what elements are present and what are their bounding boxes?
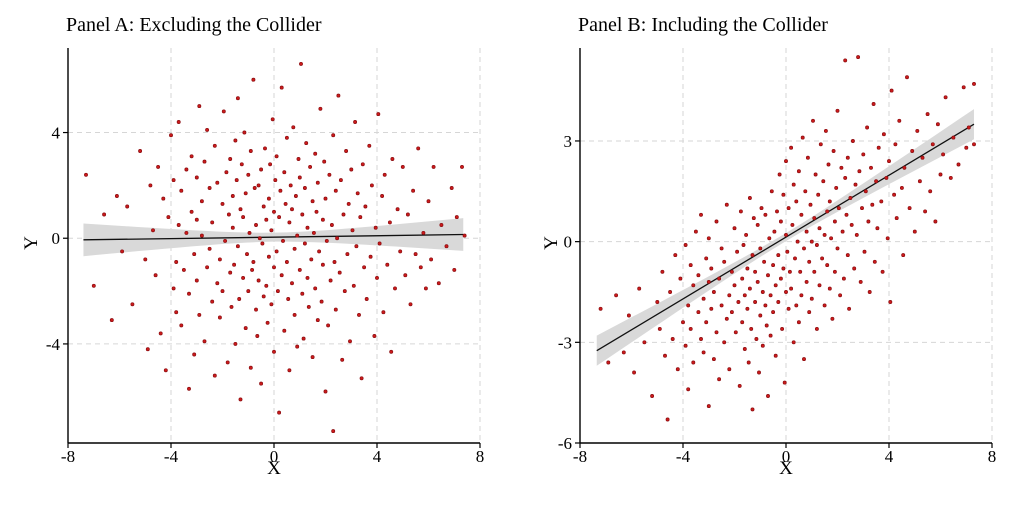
panel-b-x-axis-label: X — [779, 458, 793, 479]
panel-a-x-axis-label: X — [267, 458, 281, 479]
x-tick-label: -8 — [573, 447, 587, 466]
y-tick-label: 0 — [52, 229, 61, 248]
panel-a-y-axis-label: Y — [21, 236, 42, 250]
x-tick-label: 8 — [988, 447, 997, 466]
y-tick-label: -6 — [558, 434, 572, 453]
y-tick-label: 0 — [564, 233, 573, 252]
x-tick-label: 8 — [476, 447, 485, 466]
panel-b-title: Panel B: Including the Collider — [578, 14, 828, 36]
y-axis-ticks: -6 -3 0 3 — [558, 132, 580, 453]
x-tick-label: 4 — [885, 447, 894, 466]
panel-b-y-axis-label: Y — [541, 236, 562, 250]
fit-line — [596, 123, 975, 352]
grid-lines — [580, 48, 993, 443]
panel-a-plot: -8 -4 0 4 8 -4 0 4 — [46, 48, 484, 466]
scatter-points — [598, 55, 976, 422]
x-tick-label: -8 — [61, 447, 75, 466]
y-tick-label: -4 — [46, 335, 61, 354]
y-axis-ticks: -4 0 4 — [46, 124, 68, 354]
x-axis-ticks: -8 -4 0 4 8 — [573, 443, 996, 466]
y-tick-label: -3 — [558, 333, 572, 352]
x-tick-label: 0 — [782, 447, 791, 466]
panel-b-plot: -8 -4 0 4 8 -6 -3 0 3 — [558, 48, 996, 466]
y-tick-label: 3 — [564, 132, 573, 151]
x-tick-label: 4 — [373, 447, 382, 466]
fit-line — [83, 233, 464, 241]
x-tick-label: 0 — [270, 447, 279, 466]
x-tick-label: -4 — [676, 447, 691, 466]
scatter-points — [84, 61, 467, 434]
x-axis-ticks: -8 -4 0 4 8 — [61, 443, 484, 466]
y-tick-label: 4 — [52, 124, 61, 143]
panel-a-title: Panel A: Excluding the Collider — [66, 14, 322, 36]
x-tick-label: -4 — [164, 447, 179, 466]
